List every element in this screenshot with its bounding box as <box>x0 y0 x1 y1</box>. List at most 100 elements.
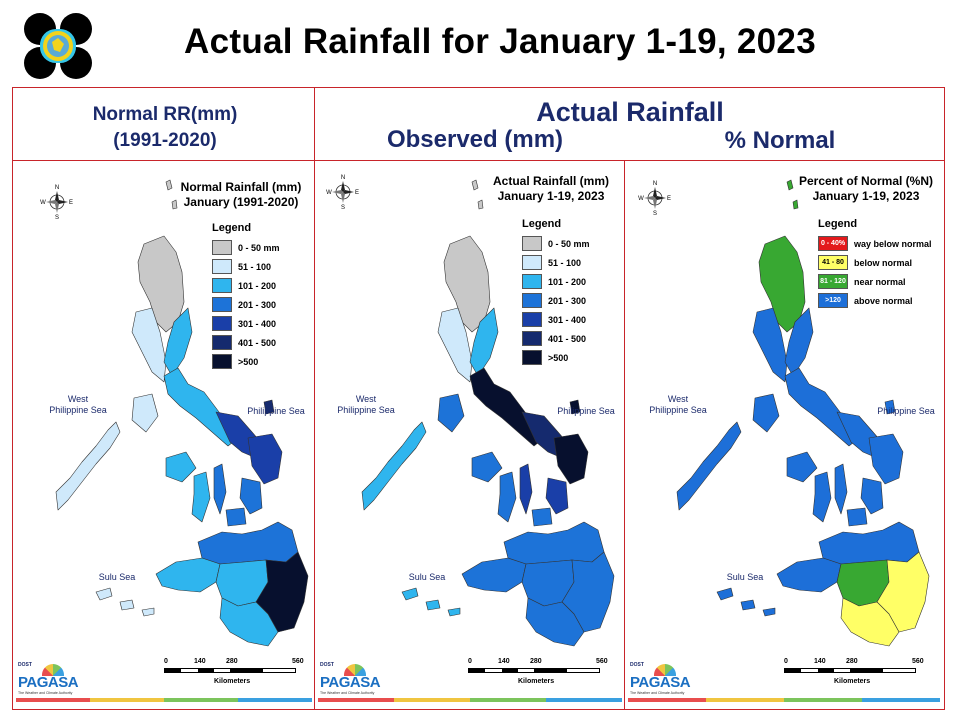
rainbow-icon <box>42 664 64 676</box>
stripe-segment <box>394 698 470 702</box>
legend-title: Legend <box>522 218 562 230</box>
legend-swatch: 41 - 80 <box>818 255 848 270</box>
panel-title-line2: January (1991-2020) <box>183 195 299 209</box>
map-region-leyte <box>239 477 263 515</box>
legend-swatch: >120 <box>818 293 848 308</box>
sea-label-west: West Philippine Sea <box>638 394 718 416</box>
map-region-luzonW <box>437 307 473 383</box>
brand-tagline: The Weather and Climate Authority <box>320 691 375 695</box>
map-region-negros <box>812 471 832 523</box>
panel-title: Percent of Normal (%N) January 1-19, 202… <box>796 174 936 204</box>
pagasa-logo: DOST PAGASA The Weather and Climate Author… <box>320 662 398 698</box>
sea-label-west-line1: West <box>355 394 377 404</box>
sea-label-west: West Philippine Sea <box>326 394 406 416</box>
legend-swatch <box>212 259 232 274</box>
legend-label: 201 - 300 <box>548 295 587 306</box>
compass-e: E <box>355 190 359 196</box>
map-region-cebu <box>213 463 227 515</box>
map-region-negros <box>191 471 211 523</box>
sea-label-west-line1: West <box>67 394 89 404</box>
header-actual: Actual Rainfall <box>536 97 724 127</box>
map-region-catand <box>569 399 581 415</box>
map-region-luzonN <box>758 235 806 333</box>
map-region-panay <box>471 451 503 483</box>
map-region-negros <box>497 471 517 523</box>
stripe-segment <box>318 698 394 702</box>
sea-label-east: Philippine Sea <box>557 406 615 416</box>
scale-tick: 140 <box>814 658 826 665</box>
map-region-mindanaoE <box>255 551 309 633</box>
legend-label: >500 <box>238 356 259 367</box>
stripe-segment <box>164 698 238 702</box>
legend-item: 401 - 500 <box>212 333 280 352</box>
map-region-mindoro <box>752 393 780 433</box>
brand-tagline: The Weather and Climate Authority <box>630 691 685 695</box>
legend-label: way below normal <box>854 238 932 249</box>
compass-icon: N S W E <box>638 178 672 216</box>
legend-label: 51 - 100 <box>548 257 582 268</box>
compass-s: S <box>55 215 59 220</box>
legend-swatch <box>212 354 232 369</box>
brand-tagline: The Weather and Climate Authority <box>18 691 73 695</box>
scale-tick: 560 <box>912 658 924 665</box>
legend-label: 51 - 100 <box>238 261 272 272</box>
map-region-mindoro <box>131 393 159 433</box>
compass-w: W <box>40 200 46 206</box>
header-observed: Observed (mm) <box>386 126 564 153</box>
legend-title: Legend <box>212 222 252 234</box>
map-region-sulu <box>716 587 776 617</box>
map-panel-observed: N S W E Actual Rainfall (mm) January 1-19, … <box>318 162 622 708</box>
header-percent: % Normal <box>724 127 836 154</box>
legend-label: 0 - 50 mm <box>238 242 280 253</box>
brand-name: PAGASA <box>630 674 691 691</box>
map-region-cebu <box>834 463 848 515</box>
legend-item: >120 above normal <box>818 291 932 310</box>
stripe-segment <box>628 698 706 702</box>
map-region-mindanaoN <box>197 521 299 565</box>
sea-label-west-line2: Philippine Sea <box>337 405 395 415</box>
map-region-mindanaoW <box>461 557 527 593</box>
legend-label: 301 - 400 <box>548 314 587 325</box>
compass-s: S <box>341 205 345 210</box>
map-legend: Legend 0 - 40% way below normal 41 - 80 bel… <box>818 218 932 310</box>
legend-swatch <box>212 297 232 312</box>
stripe-segment <box>90 698 164 702</box>
legend-item: 41 - 80 below normal <box>818 253 932 272</box>
legend-label: >500 <box>548 352 569 363</box>
map-region-luzonW <box>131 307 167 383</box>
legend-swatch <box>522 255 542 270</box>
scale-tick: 560 <box>596 658 608 665</box>
map-region-samar <box>868 433 904 485</box>
scale-tick: 140 <box>194 658 206 665</box>
rainbow-icon <box>344 664 366 676</box>
panel-divider-1 <box>314 160 315 710</box>
map-region-panay <box>786 451 818 483</box>
legend-label: 401 - 500 <box>548 333 587 344</box>
map-panel-percent-normal: N S W E Percent of Normal (%N) January 1-19… <box>628 162 942 708</box>
map-region-palawan <box>55 421 121 511</box>
legend-item: 81 - 120 near normal <box>818 272 932 291</box>
scale-tick: 0 <box>164 658 168 665</box>
map-legend: Legend 0 - 50 mm 51 - 100 101 - 200 201 - 3… <box>212 222 280 371</box>
map-region-bohol <box>225 507 247 527</box>
map-region-mindanaoS <box>840 597 900 647</box>
map-region-mindanaoN <box>818 521 920 565</box>
map-region-leyte <box>545 477 569 515</box>
philippines-map-percent <box>676 179 930 647</box>
scale-unit: Kilometers <box>834 678 871 685</box>
scale-bar: 0 140 280 560 Kilometers <box>468 658 608 692</box>
map-region-mindanaoW <box>155 557 221 593</box>
legend-item: 401 - 500 <box>522 329 590 348</box>
map-region-luzonE <box>163 307 193 377</box>
legend-swatch: 0 - 40% <box>818 236 848 251</box>
sea-label-west-line2: Philippine Sea <box>649 405 707 415</box>
legend-swatch <box>522 274 542 289</box>
map-region-cebu <box>519 463 533 515</box>
legend-item: 51 - 100 <box>522 253 590 272</box>
header-normal-line2: (1991-2020) <box>113 130 217 151</box>
scale-tick: 140 <box>498 658 510 665</box>
compass-s: S <box>653 211 657 216</box>
legend-swatch <box>522 236 542 251</box>
map-region-mindoro <box>437 393 465 433</box>
legend-item: 201 - 300 <box>522 291 590 310</box>
